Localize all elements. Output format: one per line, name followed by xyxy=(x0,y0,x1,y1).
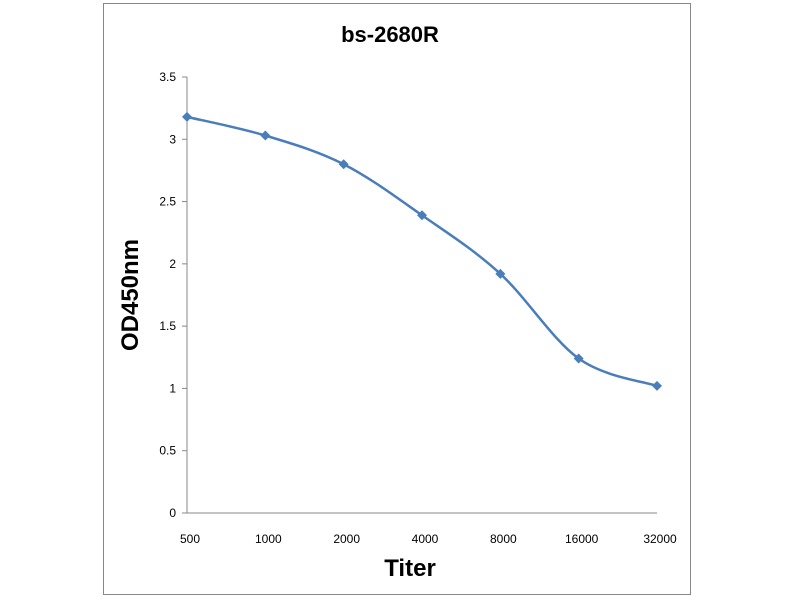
y-tick-label: 2.5 xyxy=(159,195,176,209)
y-tick-label: 3 xyxy=(169,132,176,146)
data-point-marker xyxy=(495,268,506,279)
y-tick-label: 0.5 xyxy=(159,444,176,458)
y-tick-label: 2 xyxy=(169,257,176,271)
x-tick-label: 1000 xyxy=(255,532,282,546)
chart-title: bs-2680R xyxy=(341,22,439,47)
data-point-marker xyxy=(417,210,427,221)
series-line xyxy=(186,115,658,388)
data-point-marker xyxy=(338,159,349,170)
x-axis-label: Titer xyxy=(384,555,436,582)
y-ticks: 0 0.5 1 1.5 2 2.5 3 3.5 xyxy=(159,70,187,520)
series-markers xyxy=(182,111,662,391)
y-tick-label: 3.5 xyxy=(159,70,176,84)
x-tick-label: 500 xyxy=(180,532,200,546)
y-axis-label: OD450nm xyxy=(117,239,144,351)
y-tick-label: 1.5 xyxy=(159,319,176,333)
x-ticks: 500 1000 2000 4000 8000 16000 32000 xyxy=(180,532,677,546)
x-tick-label: 4000 xyxy=(412,532,439,546)
x-tick-label: 2000 xyxy=(333,532,360,546)
data-point-marker xyxy=(260,130,271,141)
y-tick-label: 0 xyxy=(169,506,176,520)
y-tick-label: 1 xyxy=(169,381,176,395)
x-tick-label: 16000 xyxy=(565,532,599,546)
data-point-marker xyxy=(182,111,192,122)
x-tick-label: 32000 xyxy=(643,532,677,546)
data-point-marker xyxy=(652,380,662,391)
x-tick-label: 8000 xyxy=(490,532,517,546)
data-point-marker xyxy=(573,353,584,364)
chart-frame xyxy=(103,3,691,595)
